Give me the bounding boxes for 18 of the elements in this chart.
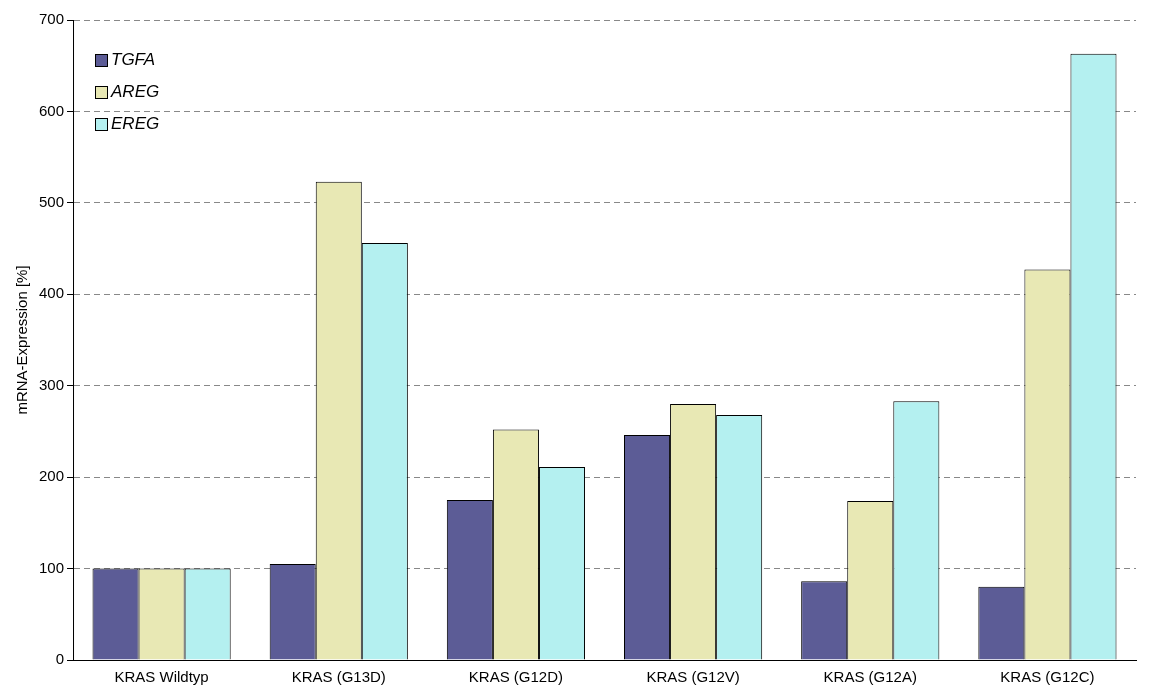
x-tick-label: KRAS (G12C) bbox=[1000, 668, 1095, 686]
y-tick-label: 200 bbox=[39, 467, 65, 485]
y-tick-label: 400 bbox=[39, 284, 65, 302]
legend-label: EREG bbox=[111, 114, 160, 134]
y-axis-title: mRNA-Expression [%] bbox=[13, 265, 31, 415]
legend-label: AREG bbox=[111, 82, 160, 102]
x-tick-label: KRAS Wildtyp bbox=[114, 668, 209, 686]
y-tick-label: 0 bbox=[55, 650, 65, 668]
y-tick-label: 300 bbox=[39, 375, 65, 393]
x-tick-label: KRAS (G12V) bbox=[646, 668, 740, 686]
x-tick-label: KRAS (G12D) bbox=[468, 668, 564, 686]
y-tick-label: 600 bbox=[39, 101, 65, 119]
y-tick-label: 700 bbox=[39, 10, 65, 28]
x-tick-label: KRAS (G12A) bbox=[823, 668, 917, 686]
y-tick-label: 100 bbox=[39, 558, 65, 576]
y-tick-label: 500 bbox=[39, 193, 65, 210]
x-tick-label: KRAS (G13D) bbox=[291, 668, 386, 686]
legend-label: TGFA bbox=[111, 50, 156, 70]
